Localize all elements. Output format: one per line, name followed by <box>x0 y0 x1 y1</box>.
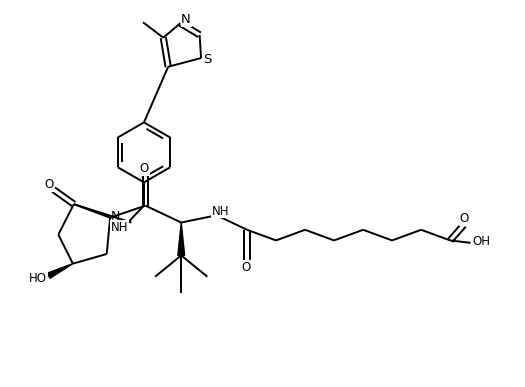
Text: N: N <box>181 13 191 26</box>
Text: N: N <box>110 210 120 223</box>
Polygon shape <box>47 264 73 278</box>
Text: NH: NH <box>111 221 128 234</box>
Text: HO: HO <box>29 272 47 285</box>
Text: O: O <box>140 162 149 175</box>
Text: OH: OH <box>472 235 490 248</box>
Text: NH: NH <box>212 205 229 218</box>
Text: O: O <box>242 260 250 274</box>
Text: O: O <box>44 178 54 191</box>
Polygon shape <box>178 223 185 255</box>
Text: O: O <box>459 212 469 225</box>
Text: S: S <box>203 53 212 67</box>
